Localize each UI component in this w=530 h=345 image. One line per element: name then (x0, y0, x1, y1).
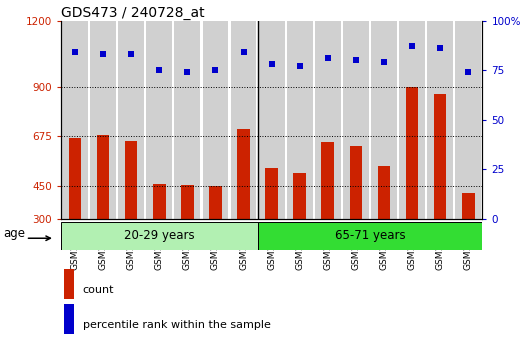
Bar (64, 304, 74, 334)
Bar (371, 21, 397, 219)
Bar (69, 138, 81, 219)
Bar (455, 21, 481, 219)
Point (296, 63, 304, 69)
FancyBboxPatch shape (258, 222, 482, 250)
Point (267, 62, 276, 67)
Point (71, 50, 80, 55)
Bar (259, 21, 285, 219)
Bar (237, 129, 250, 219)
Bar (97, 135, 109, 219)
Bar (378, 166, 390, 219)
Bar (202, 21, 228, 219)
Bar (406, 87, 418, 219)
Bar (146, 21, 172, 219)
Text: percentile rank within the sample: percentile rank within the sample (83, 320, 271, 330)
Bar (266, 168, 278, 219)
Bar (181, 185, 193, 219)
Bar (350, 146, 362, 219)
Bar (343, 21, 369, 219)
Text: 65-71 years: 65-71 years (334, 229, 405, 243)
Point (352, 58, 360, 63)
Point (155, 68, 163, 73)
Point (379, 60, 388, 65)
Bar (209, 186, 222, 219)
Point (436, 46, 444, 51)
Bar (399, 21, 425, 219)
Bar (62, 21, 88, 219)
Text: 20-29 years: 20-29 years (124, 229, 195, 243)
Bar (153, 184, 165, 219)
Bar (434, 94, 446, 219)
Bar (315, 21, 341, 219)
Bar (462, 193, 474, 219)
Bar (322, 142, 334, 219)
Bar (427, 21, 453, 219)
Text: count: count (83, 285, 114, 295)
Bar (64, 269, 74, 299)
Bar (231, 21, 257, 219)
Bar (118, 21, 144, 219)
Bar (174, 21, 200, 219)
Point (127, 52, 136, 57)
Text: GDS473 / 240728_at: GDS473 / 240728_at (61, 6, 205, 20)
Bar (90, 21, 116, 219)
Point (240, 50, 248, 55)
Bar (125, 141, 137, 219)
Bar (287, 21, 313, 219)
Point (211, 68, 219, 73)
Bar (294, 173, 306, 219)
Text: age: age (3, 227, 25, 240)
Point (183, 70, 192, 75)
Point (99, 52, 107, 57)
Point (323, 56, 332, 61)
FancyBboxPatch shape (61, 222, 258, 250)
Point (464, 70, 473, 75)
Point (408, 44, 417, 49)
